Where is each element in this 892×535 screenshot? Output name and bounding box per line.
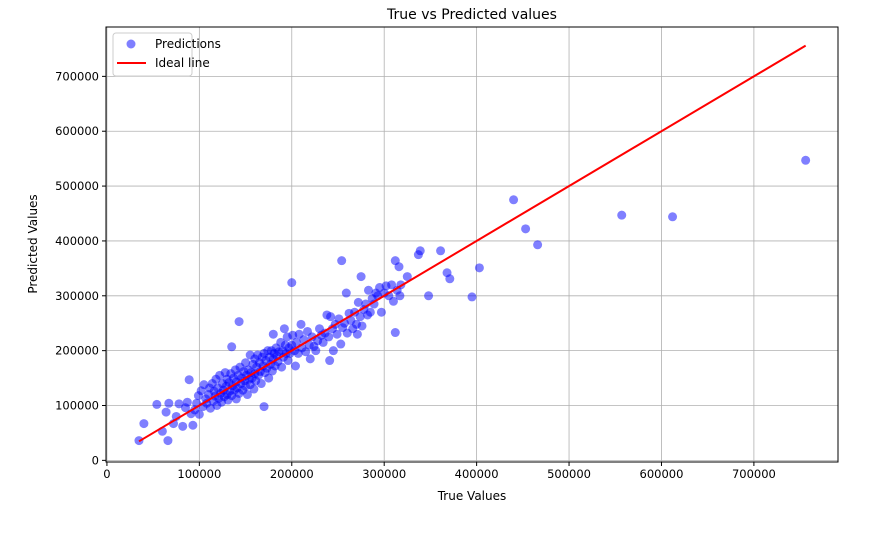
data-point [283,356,293,366]
y-axis-ticks: 0 100000 200000 300000 400000 500000 600000 700… [55,69,106,467]
data-point [402,272,412,282]
data-point [474,263,484,273]
data-point [415,246,425,256]
legend-label-ideal-line: Ideal line [155,56,210,70]
ideal-line-layer [138,44,807,443]
legend: Predictions Ideal line [112,32,221,77]
data-point [164,398,174,408]
data-point [184,375,194,385]
data-point [369,299,379,309]
data-point [436,246,446,256]
data-point [249,384,259,394]
y-tick-label: 600000 [55,124,99,138]
data-point [390,328,400,338]
chart-title: True vs Predicted values [386,7,557,23]
plot-area-frame [105,26,839,463]
data-point [801,155,811,165]
data-point [467,292,477,302]
x-tick-label: 600000 [640,467,684,481]
ideal-line [138,44,807,443]
data-point [509,195,519,205]
data-point [376,307,386,317]
data-point [326,312,336,322]
data-point [617,210,627,220]
data-point [163,436,173,446]
data-point [668,212,678,222]
data-point [290,361,300,371]
data-point [353,297,363,307]
data-point [357,321,367,331]
data-point [242,390,252,400]
data-point [268,329,278,339]
x-axis-label: True Values [437,489,507,503]
data-point [445,274,455,284]
data-point [234,317,244,327]
data-point [324,332,334,342]
y-axis-label: Predicted Values [26,194,40,293]
data-point [259,402,269,412]
data-point [139,419,149,429]
data-point [264,373,274,383]
x-tick-label: 100000 [177,467,221,481]
scatter-points [134,155,811,446]
legend-marker-predictions [126,39,136,49]
data-point [305,354,315,364]
data-point [277,362,287,372]
data-point [388,296,398,306]
data-point [241,358,251,368]
data-point [174,399,184,409]
data-point [178,421,188,431]
data-point [311,346,321,356]
data-point [356,272,366,282]
y-tick-label: 200000 [55,344,99,358]
data-point [352,329,362,339]
data-point [325,356,335,366]
data-point [341,288,351,298]
grid [106,27,838,462]
data-point [395,291,405,301]
data-point [287,278,297,288]
data-point [256,379,266,389]
data-point [279,324,289,334]
x-tick-label: 500000 [547,467,591,481]
data-point [296,319,306,329]
data-point [521,224,531,234]
y-tick-label: 500000 [55,179,99,193]
data-point [336,339,346,349]
y-tick-label: 100000 [55,398,99,412]
data-point [318,337,328,347]
data-point [387,280,397,290]
data-point [355,312,365,322]
data-point [194,409,204,419]
y-tick-label: 0 [92,453,99,467]
data-point [152,399,162,409]
x-tick-label: 300000 [362,467,406,481]
data-point [182,397,192,407]
x-tick-label: 400000 [455,467,499,481]
data-point [337,256,347,266]
data-point [332,329,342,339]
y-tick-label: 300000 [55,289,99,303]
data-point [424,291,434,301]
data-point [365,307,375,317]
legend-label-predictions: Predictions [155,37,221,51]
y-tick-label: 700000 [55,69,99,83]
data-point [394,262,404,272]
data-point [291,337,301,347]
data-point [301,347,311,357]
data-point [533,240,543,250]
data-point [188,420,198,430]
x-tick-label: 700000 [732,467,776,481]
x-axis-ticks: 0 100000 200000 300000 400000 500000 600000 700… [103,462,776,481]
x-tick-label: 200000 [270,467,314,481]
data-point [363,285,373,295]
x-tick-label: 0 [103,467,110,481]
data-point [328,346,338,356]
data-point [227,342,237,352]
y-tick-label: 400000 [55,234,99,248]
data-point [161,407,171,417]
